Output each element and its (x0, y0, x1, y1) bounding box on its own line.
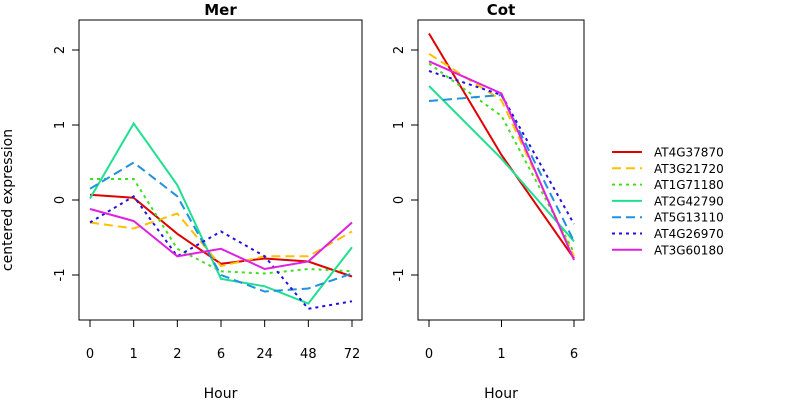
legend-label: AT3G60180 (654, 243, 724, 257)
y-tick-label-0: -1 (53, 269, 68, 282)
x-tick-label-0: 0 (86, 347, 94, 362)
x-tick-label-0: 6 (217, 347, 225, 362)
panel-title-0: Mer (204, 1, 237, 19)
x-tick-label-0: 48 (300, 347, 317, 362)
x-axis-title-0: Hour (204, 386, 238, 400)
series-line-at1g71180 (90, 178, 353, 275)
panel-title-1: Cot (487, 1, 515, 19)
series-line-at5g13110 (428, 93, 575, 242)
legend-label: AT4G26970 (654, 227, 724, 241)
y-tick-label-1: 2 (392, 46, 407, 54)
series-line-at1g71180 (428, 62, 575, 253)
legend-label: AT4G37870 (654, 146, 724, 160)
x-tick-label-0: 2 (173, 347, 181, 362)
y-tick-label-1: -1 (392, 269, 407, 282)
series-line-at4g37870 (89, 193, 353, 278)
series-line-at4g26970 (428, 70, 575, 225)
series-line-at3g60180 (89, 208, 353, 271)
x-tick-label-0: 1 (130, 347, 138, 362)
y-tick-label-1: 0 (392, 196, 407, 204)
x-tick-label-1: 0 (425, 347, 433, 362)
x-tick-label-1: 1 (497, 347, 505, 362)
plot-frame-1 (417, 19, 585, 321)
x-axis-title-1: Hour (484, 386, 518, 400)
series-line-at2g42790 (428, 85, 575, 242)
y-tick-label-1: 1 (392, 121, 407, 129)
legend-label: AT2G42790 (654, 194, 724, 208)
legend-label: AT1G71180 (654, 178, 724, 192)
series-line-at4g37870 (428, 32, 575, 260)
y-axis-title: centered expression (0, 129, 16, 271)
y-tick-label-0: 0 (53, 196, 68, 204)
x-tick-label-0: 72 (344, 347, 361, 362)
x-tick-label-0: 24 (256, 347, 273, 362)
x-tick-label-1: 6 (570, 347, 578, 362)
series-line-at5g13110 (89, 161, 353, 293)
y-tick-label-0: 2 (53, 46, 68, 54)
series-line-at2g42790 (89, 121, 353, 305)
y-tick-label-0: 1 (53, 121, 68, 129)
series-line-at3g21720 (89, 212, 353, 268)
series-line-at3g60180 (428, 60, 575, 261)
series-line-at4g26970 (89, 194, 353, 310)
legend-label: AT3G21720 (654, 162, 724, 176)
legend-label: AT5G13110 (654, 211, 724, 225)
